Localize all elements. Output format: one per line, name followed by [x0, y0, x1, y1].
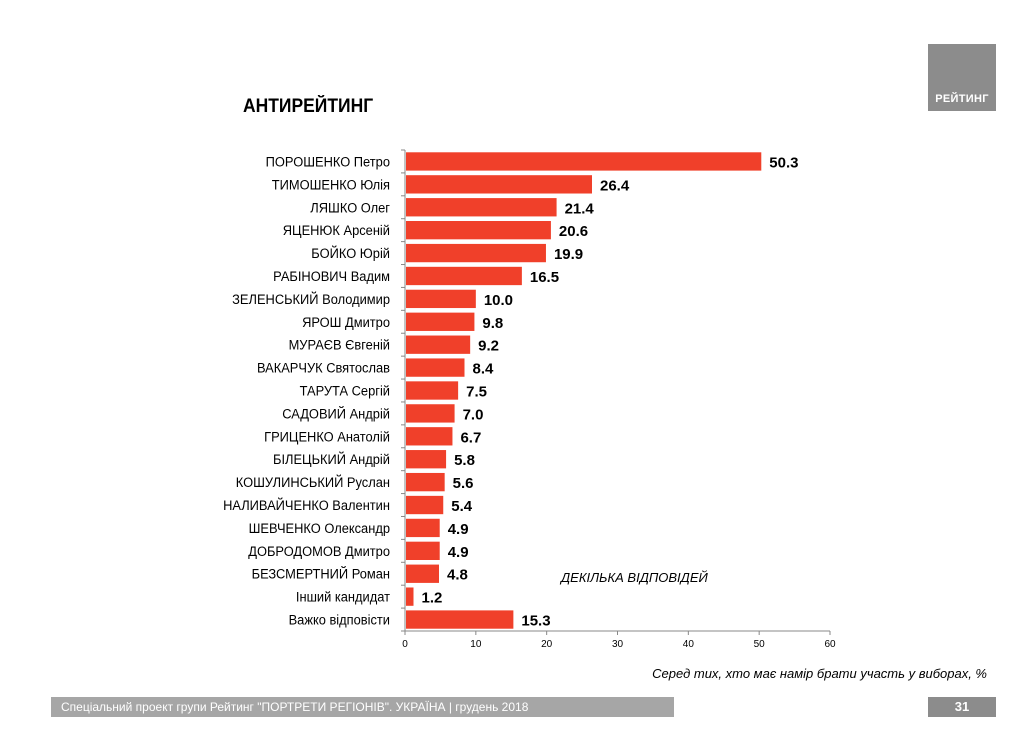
logo-text: РЕЙТИНГ: [935, 93, 989, 105]
bar: [406, 427, 453, 446]
bar: [406, 450, 447, 469]
bar: [406, 541, 440, 560]
value-label: 7.5: [466, 384, 487, 401]
value-label: 10.0: [484, 292, 513, 309]
bar: [406, 472, 445, 492]
x-tick-label: 10: [470, 639, 482, 650]
value-label: 5.6: [453, 475, 474, 492]
bar: [406, 495, 444, 515]
value-label: 50.3: [769, 154, 798, 171]
bar: [406, 381, 459, 400]
base-note: Серед тих, хто має намір брати участь у …: [652, 666, 987, 681]
value-label: 9.2: [478, 338, 499, 355]
bar: [406, 610, 514, 629]
bar: [406, 289, 476, 309]
bar: [406, 243, 546, 263]
category-label: БЕЗСМЕРТНИЙ Роман: [252, 566, 390, 582]
category-label: ПОРОШЕНКО Петро: [266, 154, 390, 170]
value-label: 4.8: [447, 567, 468, 584]
bar: [406, 358, 465, 377]
bar: [406, 518, 440, 538]
value-label: 16.5: [530, 269, 559, 286]
value-label: 4.9: [448, 544, 469, 561]
category-label: ТИМОШЕНКО Юлія: [272, 177, 390, 193]
value-label: 19.9: [554, 246, 583, 263]
bar: [406, 221, 551, 240]
footer-bar: Спеціальний проект групи Рейтинг "ПОРТРЕ…: [51, 697, 674, 717]
category-label: НАЛИВАЙЧЕНКО Валентин: [223, 498, 390, 514]
bar: [406, 312, 475, 331]
value-label: 21.4: [565, 200, 595, 217]
bar: [406, 564, 439, 583]
page-number: 31: [928, 697, 996, 717]
category-label: ШЕВЧЕНКО Олександр: [249, 520, 390, 536]
bar: [406, 335, 471, 354]
bar: [406, 404, 455, 423]
x-tick-label: 60: [824, 639, 836, 650]
category-label: САДОВИЙ Андрій: [282, 406, 390, 422]
category-label: ДОБРОДОМОВ Дмитро: [248, 543, 390, 559]
bar: [406, 152, 762, 171]
value-label: 26.4: [600, 177, 630, 194]
value-label: 5.4: [451, 498, 473, 515]
bar: [406, 587, 414, 606]
value-label: 7.0: [463, 406, 484, 423]
x-tick-label: 50: [754, 639, 766, 650]
rating-logo: РЕЙТИНГ: [928, 44, 996, 111]
category-label: ЛЯШКО Олег: [310, 200, 390, 216]
bar: [406, 175, 592, 194]
x-tick-label: 20: [541, 639, 553, 650]
value-label: 9.8: [482, 315, 503, 332]
value-label: 6.7: [460, 429, 481, 446]
x-tick-label: 40: [683, 639, 695, 650]
category-label: ЯРОШ Дмитро: [302, 314, 390, 330]
category-label: ТАРУТА Сергій: [300, 383, 390, 399]
value-label: 5.8: [454, 452, 475, 469]
category-label: БОЙКО Юрій: [311, 246, 390, 262]
category-label: КОШУЛИНСЬКИЙ Руслан: [236, 475, 390, 491]
chart-title: АНТИРЕЙТИНГ: [243, 96, 374, 117]
x-tick-label: 30: [612, 639, 624, 650]
category-label: ВАКАРЧУК Святослав: [257, 360, 390, 376]
category-label: БІЛЕЦЬКИЙ Андрій: [273, 452, 390, 468]
value-label: 1.2: [422, 590, 443, 607]
category-label: РАБІНОВИЧ Вадим: [273, 268, 390, 284]
value-label: 4.9: [448, 521, 469, 538]
category-label: ЯЦЕНЮК Арсеній: [283, 223, 390, 239]
bar: [406, 266, 522, 286]
category-label: Інший кандидат: [296, 589, 390, 605]
x-tick-label: 0: [402, 639, 408, 650]
value-label: 15.3: [521, 613, 550, 630]
multiple-answers-note: ДЕКІЛЬКА ВІДПОВІДЕЙ: [561, 570, 708, 585]
category-label: ЗЕЛЕНСЬКИЙ Володимир: [232, 291, 390, 307]
category-label: Важко відповісти: [289, 612, 390, 628]
bar: [406, 198, 557, 217]
category-label: ГРИЦЕНКО Анатолій: [264, 429, 390, 445]
value-label: 20.6: [559, 223, 588, 240]
value-label: 8.4: [473, 361, 495, 378]
category-label: МУРАЄВ Євгеній: [289, 337, 390, 353]
